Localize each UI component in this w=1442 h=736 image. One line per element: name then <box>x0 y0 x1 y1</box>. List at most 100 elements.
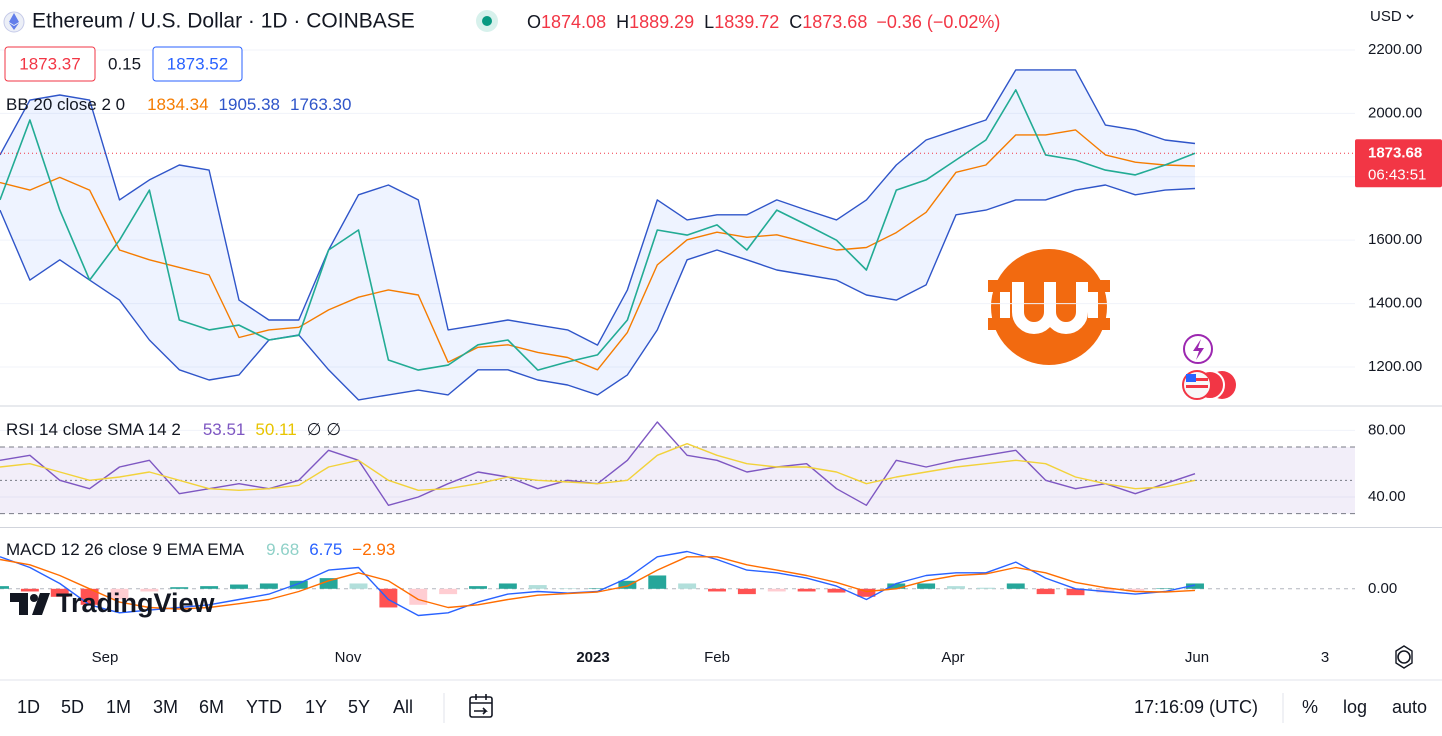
x-tick-label: Feb <box>704 649 730 666</box>
symbol-icon <box>9 13 19 30</box>
legend: BB 20 close 2 0 1834.34 1905.38 1763.30 <box>6 95 351 114</box>
market-status <box>482 16 492 26</box>
watermark-icon <box>30 594 38 602</box>
histogram-bar <box>618 580 637 589</box>
bid: 1873.37 <box>19 54 80 73</box>
histogram-bar <box>170 587 189 589</box>
x-tick-label: Sep <box>92 649 119 666</box>
y-tick-label: 2000.00 <box>1368 104 1422 121</box>
settings-icon <box>1395 645 1413 669</box>
legend-label: MACD 12 26 close 9 EMA EMA <box>6 540 245 559</box>
watermark: TradingView <box>56 588 216 618</box>
histogram-bar <box>827 588 846 593</box>
series-line <box>0 69 1196 346</box>
histogram-bar <box>887 583 906 589</box>
range-button[interactable]: 1M <box>106 697 131 717</box>
histogram-bar <box>0 586 9 589</box>
histogram-bar <box>200 586 219 589</box>
legend-label: BB 20 close 2 0 <box>6 95 125 114</box>
histogram-bar <box>1036 588 1055 595</box>
pane <box>0 421 1355 515</box>
range-button[interactable]: YTD <box>246 697 282 717</box>
series-line <box>0 89 1196 371</box>
settings-icon[interactable] <box>1397 650 1411 664</box>
histogram-bar <box>947 586 965 589</box>
histogram-bar <box>409 588 428 605</box>
histogram-bar <box>767 588 786 592</box>
currency[interactable]: USD <box>1370 8 1402 25</box>
ask: 1873.52 <box>167 54 228 73</box>
y-tick-label: 1600.00 <box>1368 231 1422 248</box>
range-button[interactable]: 5D <box>61 697 84 717</box>
legend: MACD 12 26 close 9 EMA EMA 9.68 6.75 −2.93 <box>6 540 395 559</box>
histogram-bar <box>319 578 338 589</box>
range-button[interactable]: 1D <box>17 697 40 717</box>
bid-box <box>4 46 96 82</box>
pane <box>0 550 1355 617</box>
range-button[interactable]: All <box>393 697 413 717</box>
y-tick-label: 0.00 <box>1368 580 1397 597</box>
histogram-bar <box>1126 588 1145 592</box>
histogram-bar <box>528 585 547 589</box>
histogram-bar <box>737 588 756 595</box>
pane <box>0 49 1355 401</box>
legend-value: 53.51 <box>203 420 246 439</box>
histogram-bar <box>1096 588 1115 593</box>
ohlc-value: 1839.72 <box>714 12 779 32</box>
x-tick-label: 2023 <box>576 649 609 666</box>
histogram-bar <box>140 588 159 592</box>
histogram-bar <box>1186 583 1204 589</box>
range-button[interactable]: 3M <box>153 697 178 717</box>
date-range-icon[interactable] <box>469 696 493 718</box>
histogram-bar <box>648 575 667 589</box>
scale-option[interactable]: log <box>1343 697 1367 717</box>
coin-logo <box>988 249 1110 365</box>
series-line <box>0 443 1196 491</box>
range-button[interactable]: 1Y <box>305 697 327 717</box>
histogram-bar <box>708 588 726 592</box>
x-tick-label: Jun <box>1185 649 1209 666</box>
ohlc-label: C <box>789 12 802 32</box>
price-badge-label: 1873.68 <box>1368 144 1422 161</box>
change: −0.36 (−0.02%) <box>876 12 1000 32</box>
scale-option[interactable]: auto <box>1392 697 1427 717</box>
histogram-bar <box>259 583 278 589</box>
series-line <box>0 556 1196 610</box>
histogram-bar <box>439 588 458 595</box>
y-tick-label: 80.00 <box>1368 421 1406 438</box>
histogram-bar <box>797 588 816 592</box>
histogram-bar <box>110 588 129 600</box>
x-tick-label: Nov <box>335 649 362 666</box>
ohlc-value: 1874.08 <box>541 12 606 32</box>
legend: RSI 14 close SMA 14 2 53.51 50.11 ∅ ∅ <box>6 420 341 439</box>
histogram-bar <box>349 583 368 589</box>
ohlc-label: O <box>527 12 541 32</box>
band-fill <box>0 69 1195 400</box>
histogram-bar <box>917 583 936 589</box>
chevron <box>1406 14 1414 20</box>
scale-option[interactable]: % <box>1302 697 1318 717</box>
legend-value: 1834.34 <box>147 95 208 114</box>
y-tick-label: 1400.00 <box>1368 295 1422 312</box>
range-button[interactable]: 5Y <box>348 697 370 717</box>
histogram-bar <box>678 583 697 589</box>
spread: 0.15 <box>108 54 141 73</box>
series-line <box>0 129 1196 371</box>
y-tick-label: 2200.00 <box>1368 41 1422 58</box>
ohlc: O1874.08 H1889.29 L1839.72 C1873.68 −0.36 (−… <box>527 12 1000 32</box>
legend-value: 9.68 <box>266 540 299 559</box>
histogram-bar <box>857 588 876 597</box>
ask-box <box>152 46 243 82</box>
y-tick-label: 1200.00 <box>1368 358 1422 375</box>
histogram-bar <box>230 584 248 589</box>
legend-value: ∅ ∅ <box>307 420 341 439</box>
range-button[interactable]: 6M <box>199 697 224 717</box>
countdown: 06:43:51 <box>1368 166 1426 183</box>
y-tick-label: 40.00 <box>1368 488 1406 505</box>
histogram-bar <box>289 580 308 589</box>
histogram-bar <box>20 588 39 592</box>
watermark-icon <box>10 593 50 615</box>
clock: 17:16:09 (UTC) <box>1134 697 1258 717</box>
histogram-bar <box>1156 588 1175 589</box>
